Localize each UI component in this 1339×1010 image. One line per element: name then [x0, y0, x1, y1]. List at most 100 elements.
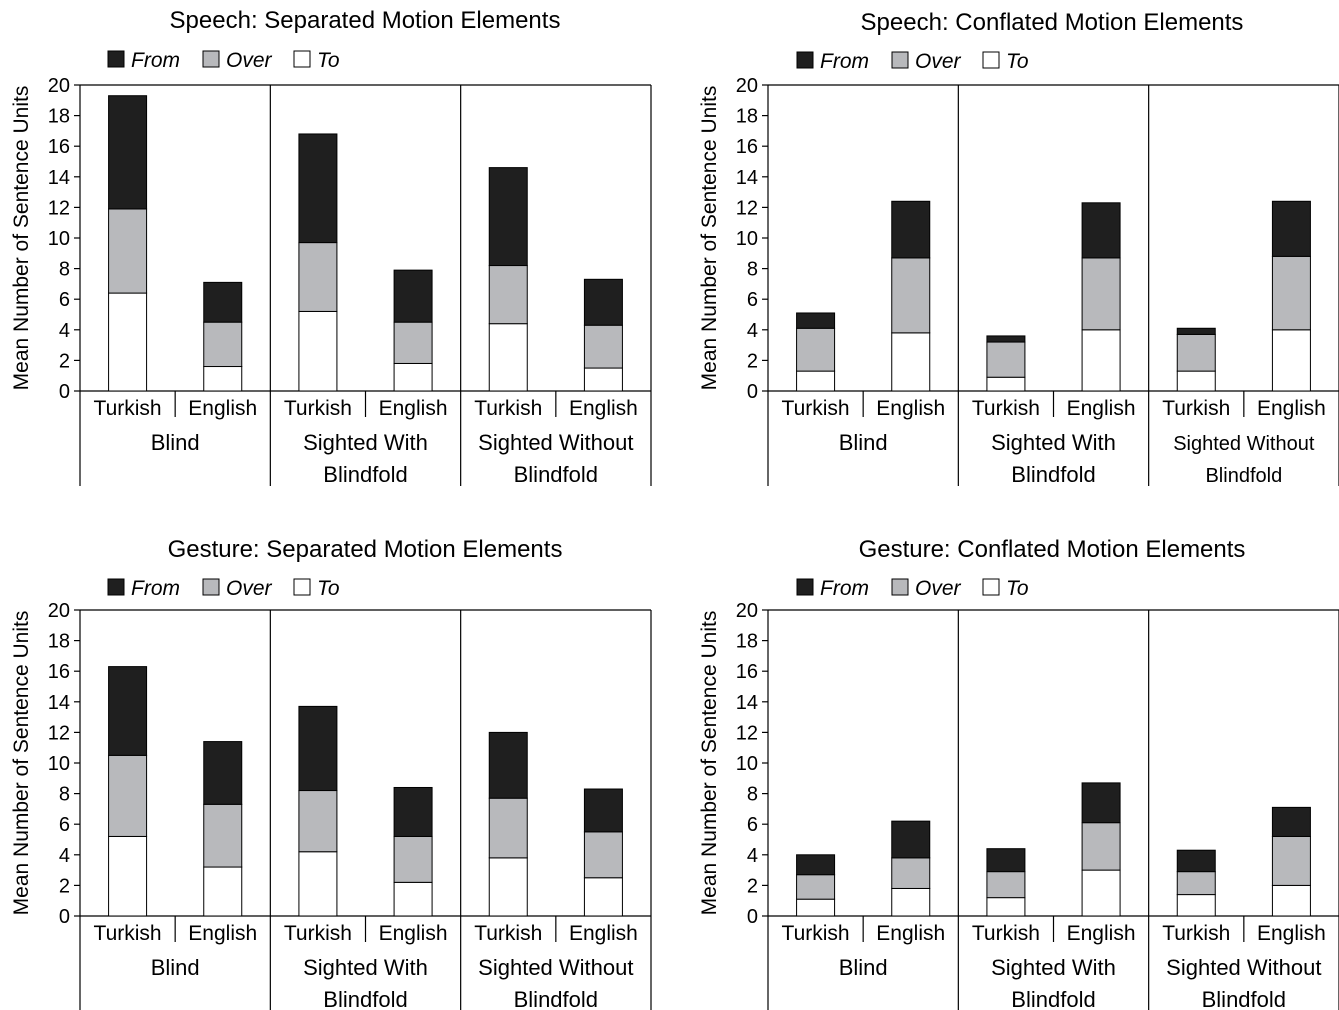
bar-segment-from — [1081, 202, 1121, 259]
x-tick-label: English — [188, 397, 257, 420]
y-tick-label: 12 — [736, 722, 758, 744]
x-tick-label: Turkish — [782, 397, 850, 420]
x-tick-label: English — [876, 922, 945, 945]
y-tick-label: 6 — [59, 814, 70, 836]
y-tick-label: 2 — [747, 875, 758, 897]
chart-panel-2: Speech: Conflated Motion Elements From Ove… — [698, 9, 1339, 487]
group-label: Sighted Without — [478, 955, 633, 980]
group-label: Sighted Without — [478, 430, 633, 455]
bar-segment-over — [891, 857, 931, 889]
group-label: Blindfold — [323, 987, 407, 1010]
bar-segment-to — [1176, 370, 1216, 392]
y-axis-label: Mean Number of Sentence Units — [698, 611, 721, 916]
legend-swatch-to — [293, 578, 311, 596]
group-label: Sighted With — [303, 430, 428, 455]
legend-swatch-over — [891, 51, 909, 69]
bar-segment-to — [298, 851, 338, 917]
bar-segment-from — [108, 666, 148, 756]
y-tick-label: 6 — [747, 289, 758, 311]
x-tick-label: English — [379, 922, 448, 945]
group-label: Blindfold — [1205, 465, 1282, 487]
bar-segment-over — [203, 803, 243, 868]
y-tick-label: 10 — [736, 228, 758, 250]
bar-segment-to — [488, 857, 528, 917]
bar-segment-from — [986, 335, 1026, 343]
bar-segment-from — [986, 848, 1026, 873]
bar-segment-from — [108, 95, 148, 210]
legend-label-over: Over — [226, 49, 273, 72]
bar-segment-from — [891, 820, 931, 859]
x-tick-label: Turkish — [972, 922, 1040, 945]
legend-label-to: To — [317, 49, 340, 72]
legend-label-over: Over — [915, 50, 962, 73]
x-tick-label: English — [569, 922, 638, 945]
bar-segment-from — [583, 278, 623, 326]
y-tick-label: 4 — [747, 845, 758, 867]
bar-segment-from — [1271, 200, 1311, 257]
y-tick-label: 6 — [747, 814, 758, 836]
legend-swatch-over — [891, 578, 909, 596]
bar-segment-from — [393, 269, 433, 323]
y-tick-label: 8 — [59, 259, 70, 281]
y-tick-label: 2 — [59, 875, 70, 897]
bar-segment-over — [488, 265, 528, 325]
bar-segment-to — [583, 877, 623, 917]
y-tick-label: 14 — [736, 167, 758, 189]
x-tick-label: Turkish — [1162, 922, 1230, 945]
bar-segment-over — [393, 321, 433, 364]
bar-segment-to — [986, 376, 1026, 392]
bar-segment-over — [583, 831, 623, 879]
x-tick-label: Turkish — [284, 397, 352, 420]
bar-segment-from — [796, 854, 836, 876]
bar-segment-from — [1081, 782, 1121, 824]
group-label: Blindfold — [1011, 462, 1095, 487]
y-tick-label: 6 — [59, 289, 70, 311]
group-label: Blind — [839, 430, 888, 455]
legend-swatch-to — [982, 51, 1000, 69]
group-label: Blindfold — [1202, 987, 1286, 1010]
bar-segment-over — [891, 257, 931, 334]
legend-swatch-from — [107, 50, 125, 68]
legend-label-to: To — [1006, 50, 1029, 73]
bar-segment-to — [108, 292, 148, 392]
group-label: Sighted Without — [1173, 433, 1315, 455]
x-tick-label: English — [379, 397, 448, 420]
x-tick-label: Turkish — [1162, 397, 1230, 420]
group-label: Blind — [151, 430, 200, 455]
legend-label-to: To — [317, 577, 340, 600]
bar-segment-over — [108, 754, 148, 837]
y-tick-label: 20 — [48, 600, 70, 622]
bar-segment-to — [1081, 329, 1121, 392]
bar-segment-over — [796, 327, 836, 372]
bar-segment-over — [203, 321, 243, 368]
y-tick-label: 18 — [736, 106, 758, 128]
legend-label-from: From — [820, 50, 869, 73]
bar-segment-to — [796, 370, 836, 392]
bar-segment-to — [488, 323, 528, 392]
y-tick-label: 4 — [59, 845, 70, 867]
x-tick-label: English — [569, 397, 638, 420]
y-tick-label: 20 — [736, 600, 758, 622]
bar-segment-to — [393, 881, 433, 917]
x-tick-label: English — [188, 922, 257, 945]
group-label: Blindfold — [323, 462, 407, 487]
chart-title: Speech: Separated Motion Elements — [170, 7, 561, 34]
bar-segment-over — [1271, 835, 1311, 886]
bar-segment-to — [1176, 894, 1216, 917]
bar-segment-over — [1176, 333, 1216, 372]
y-tick-label: 4 — [747, 320, 758, 342]
x-tick-label: Turkish — [94, 922, 162, 945]
chart-panel-1: Speech: Separated Motion Elements From Ove… — [10, 7, 652, 487]
bar-segment-to — [986, 897, 1026, 917]
chart-title: Gesture: Separated Motion Elements — [168, 536, 563, 563]
bar-segment-to — [298, 310, 338, 392]
y-tick-label: 16 — [736, 661, 758, 683]
y-tick-label: 0 — [747, 906, 758, 928]
bar-segment-from — [488, 731, 528, 799]
bar-segment-from — [203, 741, 243, 805]
y-tick-label: 2 — [59, 350, 70, 372]
bar-segment-over — [583, 324, 623, 369]
bar-segment-from — [891, 200, 931, 259]
bar-segment-over — [298, 790, 338, 853]
x-tick-label: Turkish — [782, 922, 850, 945]
